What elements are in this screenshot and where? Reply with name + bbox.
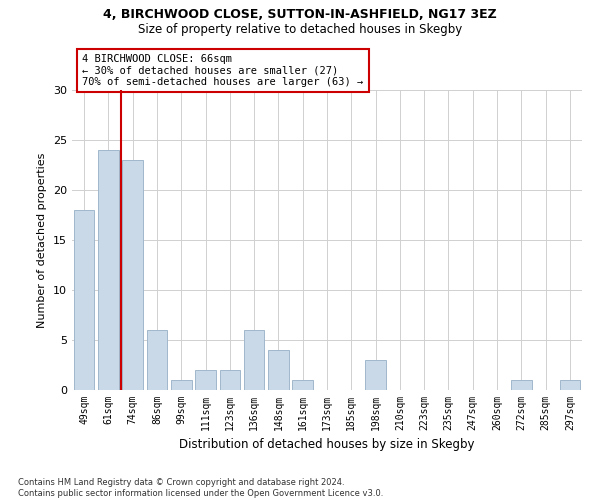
X-axis label: Distribution of detached houses by size in Skegby: Distribution of detached houses by size … bbox=[179, 438, 475, 452]
Text: 4, BIRCHWOOD CLOSE, SUTTON-IN-ASHFIELD, NG17 3EZ: 4, BIRCHWOOD CLOSE, SUTTON-IN-ASHFIELD, … bbox=[103, 8, 497, 20]
Bar bbox=[195, 370, 216, 390]
Bar bbox=[560, 380, 580, 390]
Text: 4 BIRCHWOOD CLOSE: 66sqm
← 30% of detached houses are smaller (27)
70% of semi-d: 4 BIRCHWOOD CLOSE: 66sqm ← 30% of detach… bbox=[82, 54, 364, 87]
Bar bbox=[146, 330, 167, 390]
Bar bbox=[98, 150, 119, 390]
Bar bbox=[365, 360, 386, 390]
Text: Contains HM Land Registry data © Crown copyright and database right 2024.
Contai: Contains HM Land Registry data © Crown c… bbox=[18, 478, 383, 498]
Bar bbox=[171, 380, 191, 390]
Bar bbox=[220, 370, 240, 390]
Bar bbox=[244, 330, 265, 390]
Bar bbox=[292, 380, 313, 390]
Bar bbox=[122, 160, 143, 390]
Bar bbox=[511, 380, 532, 390]
Bar bbox=[268, 350, 289, 390]
Text: Size of property relative to detached houses in Skegby: Size of property relative to detached ho… bbox=[138, 22, 462, 36]
Y-axis label: Number of detached properties: Number of detached properties bbox=[37, 152, 47, 328]
Bar bbox=[74, 210, 94, 390]
